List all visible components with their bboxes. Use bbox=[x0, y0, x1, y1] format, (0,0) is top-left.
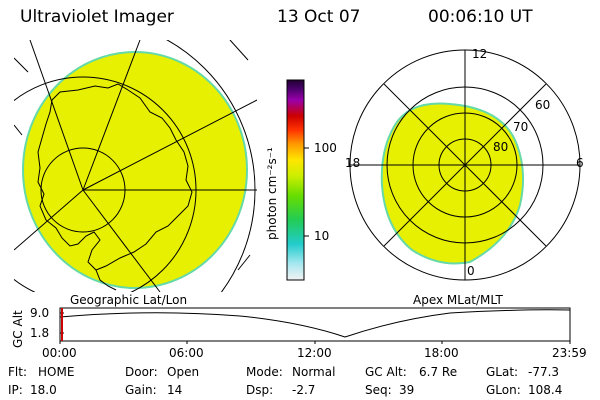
colorbar-label: photon cm⁻²s⁻¹ bbox=[265, 147, 279, 240]
colorbar-tick-100: 100 bbox=[314, 141, 337, 155]
altitude-plot-frame bbox=[59, 307, 571, 342]
door-value: Open bbox=[167, 365, 200, 379]
meridian-line bbox=[82, 189, 161, 292]
colorbar bbox=[286, 79, 305, 281]
time-label: 00:06:10 UT bbox=[428, 7, 533, 27]
mlt-diagonal bbox=[383, 83, 547, 247]
flt-label: Flt: bbox=[8, 365, 27, 379]
gain-value: 14 bbox=[167, 383, 183, 397]
dsp-value: -2.7 bbox=[292, 383, 316, 397]
edge-tick bbox=[14, 57, 29, 73]
glon-value: 108.4 bbox=[528, 383, 563, 397]
altitude-xtick-label: 12:00 bbox=[297, 346, 332, 360]
seq-value: 39 bbox=[399, 383, 415, 397]
mlt-label-18: 18 bbox=[345, 156, 361, 170]
mlat-label-60: 60 bbox=[535, 98, 551, 112]
meridian-line bbox=[14, 189, 84, 251]
edge-tick bbox=[237, 254, 251, 271]
altitude-xtick-label: 00:00 bbox=[42, 346, 77, 360]
auroral-image-left bbox=[22, 51, 248, 289]
meridian-line bbox=[82, 40, 141, 191]
mode-label: Mode: bbox=[246, 365, 283, 379]
altitude-plot bbox=[59, 307, 571, 344]
meridian-line bbox=[29, 40, 84, 191]
glon-label: GLon: bbox=[486, 383, 521, 397]
edge-tick bbox=[14, 124, 23, 136]
coastline bbox=[95, 269, 117, 291]
colorbar-tick-10: 10 bbox=[314, 229, 330, 243]
left-panel-caption: Geographic Lat/Lon bbox=[70, 293, 188, 307]
seq-label: Seq: bbox=[365, 383, 392, 397]
altitude-ytick-label: 9.0 bbox=[30, 306, 50, 320]
apex-polar-map bbox=[349, 49, 581, 281]
mlt-label-0: 0 bbox=[467, 264, 475, 278]
auroral-image-right bbox=[380, 102, 524, 265]
door-label: Door: bbox=[125, 365, 158, 379]
dsp-label: Dsp: bbox=[246, 383, 274, 397]
altitude-xtick-label: 06:00 bbox=[169, 346, 204, 360]
altitude-ylabel: GC Alt bbox=[11, 310, 25, 348]
gcalt-value: 6.7 Re bbox=[419, 365, 458, 379]
mlt-label-12: 12 bbox=[472, 47, 488, 61]
glat-label: GLat: bbox=[486, 365, 519, 379]
mlat-label-80: 80 bbox=[493, 140, 509, 154]
right-panel-caption: Apex MLat/MLT bbox=[413, 293, 503, 307]
altitude-curve bbox=[59, 309, 571, 338]
mlt-label-6: 6 bbox=[576, 156, 584, 170]
meridian-line bbox=[82, 99, 257, 191]
edge-tick bbox=[229, 40, 249, 61]
mode-value: Normal bbox=[292, 365, 336, 379]
altitude-xtick-label: 23:59 bbox=[552, 346, 587, 360]
ip-value: 18.0 bbox=[30, 383, 57, 397]
altitude-ytick-label: 1.8 bbox=[30, 326, 50, 340]
ip-label: IP: bbox=[8, 383, 23, 397]
flt-value: HOME bbox=[38, 365, 75, 379]
coastline bbox=[37, 83, 193, 271]
altitude-xtick-label: 18:00 bbox=[424, 346, 459, 360]
glat-value: -77.3 bbox=[528, 365, 560, 379]
mlat-label-70: 70 bbox=[513, 120, 529, 134]
gain-label: Gain: bbox=[125, 383, 157, 397]
instrument-title: Ultraviolet Imager bbox=[20, 7, 174, 27]
gcalt-label: GC Alt: bbox=[365, 365, 407, 379]
date-label: 13 Oct 07 bbox=[277, 7, 361, 27]
geographic-map bbox=[14, 40, 257, 292]
